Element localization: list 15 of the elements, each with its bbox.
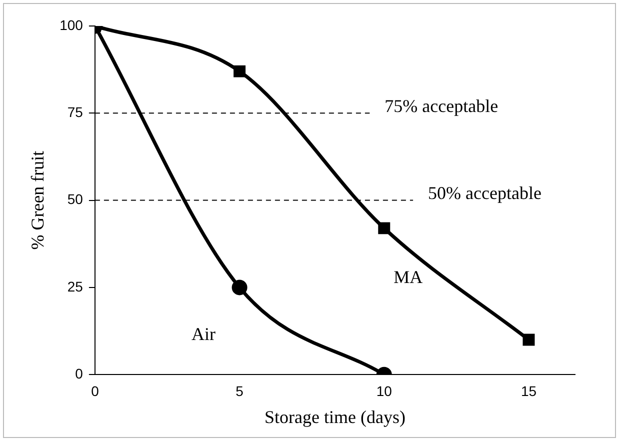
y-axis-title: % Green fruit (28, 150, 48, 250)
text: Air (192, 324, 216, 344)
ref-line-label: 75% acceptable (384, 96, 498, 116)
x-axis-title: Storage time (days) (264, 406, 406, 427)
x-tick-label: 5 (236, 382, 244, 399)
y-tick-label: 0 (75, 365, 84, 382)
x-tick-label: 10 (376, 382, 392, 399)
y-tick-label: 75 (67, 104, 84, 120)
y-tick-label: 25 (67, 278, 84, 294)
y-tick-label: 50 (67, 191, 84, 208)
ref-line-label: 50% acceptable (428, 183, 542, 204)
y-tick-label: 100 (60, 16, 84, 33)
series-label: MA (394, 266, 423, 287)
x-tick-label: 15 (520, 382, 537, 399)
x-tick-label: 0 (91, 382, 100, 399)
